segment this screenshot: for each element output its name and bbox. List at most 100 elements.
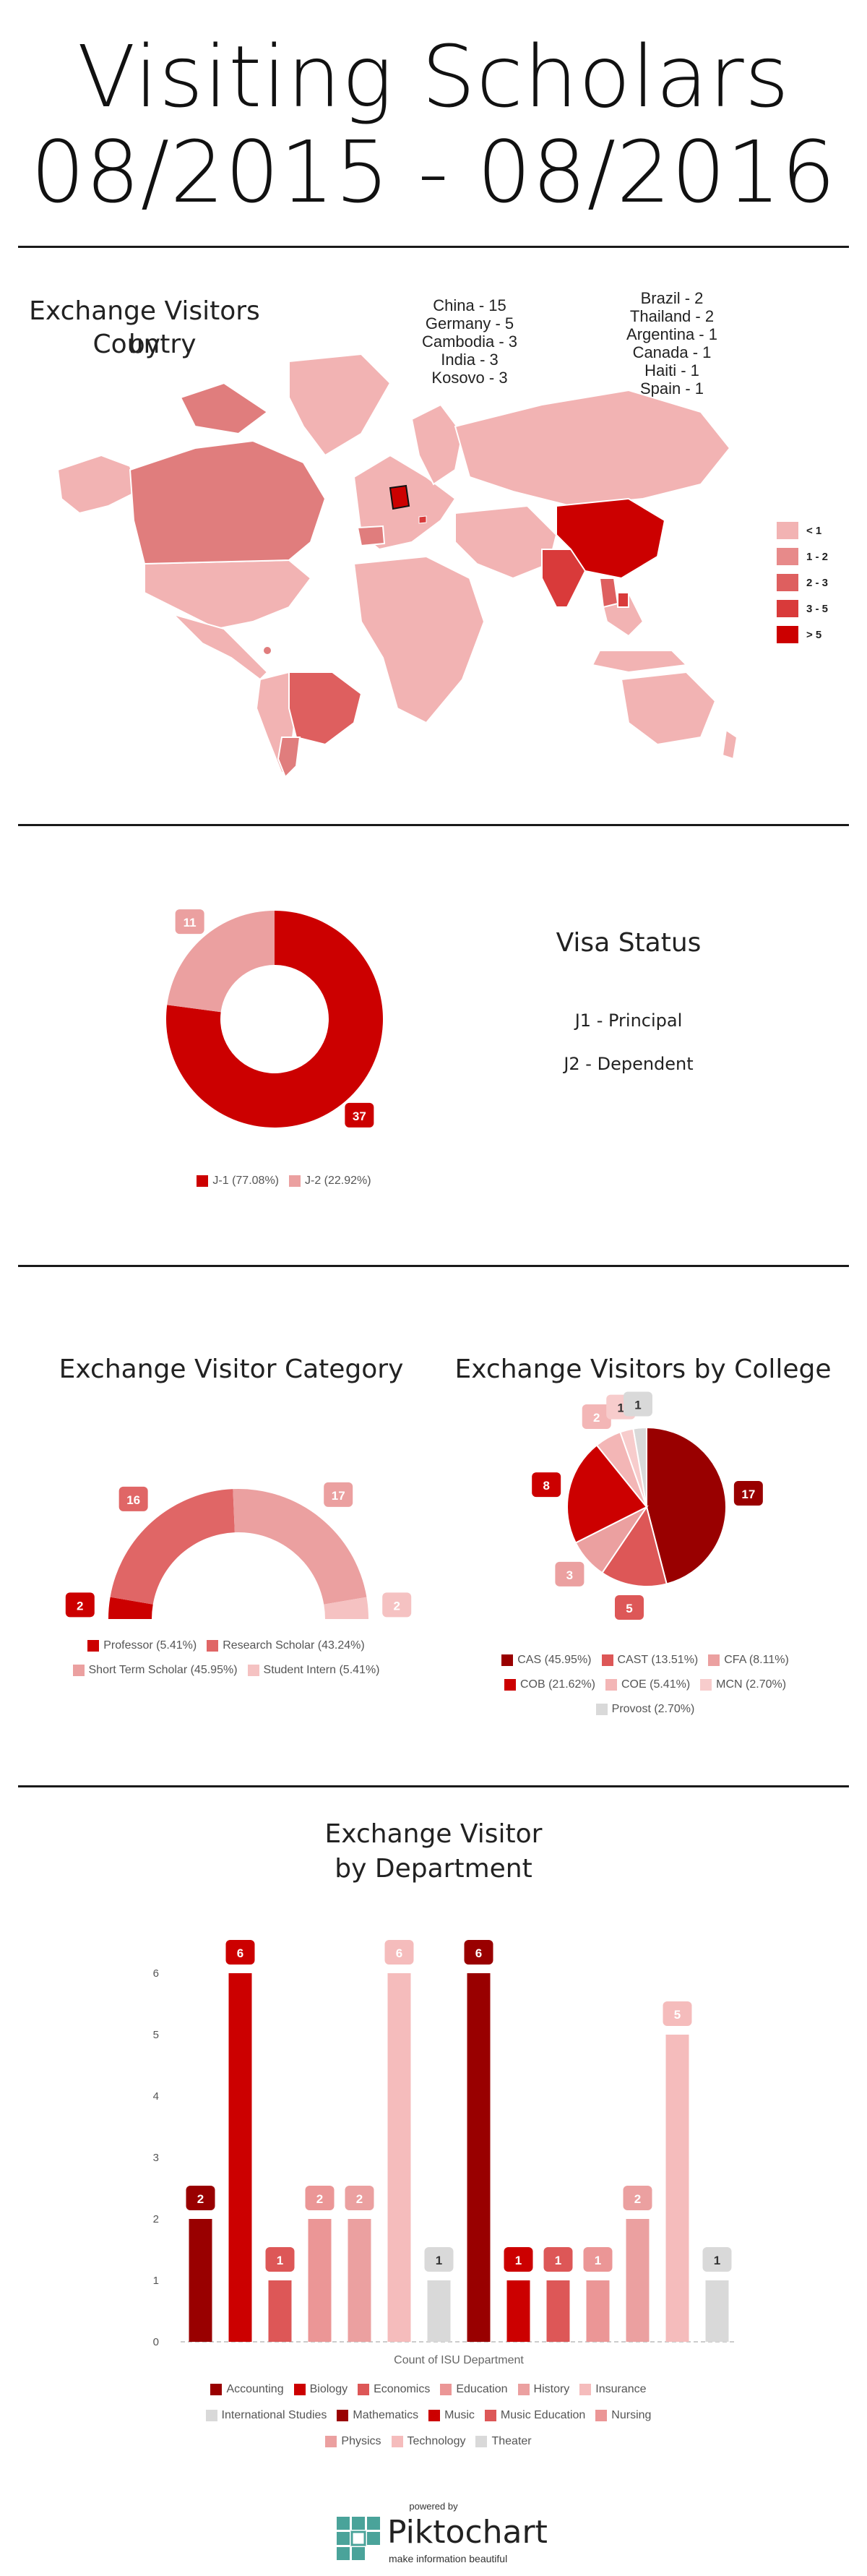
bar xyxy=(586,2280,610,2342)
map-cambodia xyxy=(617,592,629,608)
map-note-line: Canada - 1 xyxy=(632,343,712,361)
data-label-text: 5 xyxy=(674,2008,681,2022)
y-tick-label: 3 xyxy=(153,2152,159,2164)
map-note-line: Kosovo - 3 xyxy=(431,369,508,387)
data-label-text: 2 xyxy=(393,1599,400,1613)
visa-item-j1: J1 - Principal xyxy=(574,1010,683,1031)
legend-swatch xyxy=(484,2410,496,2421)
data-label: 17 xyxy=(733,1480,763,1506)
visa-slice xyxy=(167,911,275,1013)
legend-swatch xyxy=(197,1175,209,1187)
data-label: 2 xyxy=(382,1592,412,1618)
y-tick-label: 0 xyxy=(153,2336,159,2348)
data-label: 2 xyxy=(582,1404,611,1430)
data-label: 2 xyxy=(623,2186,652,2210)
data-label-text: 2 xyxy=(77,1599,83,1613)
map-germany xyxy=(389,484,410,510)
piktochart-logo xyxy=(337,2517,380,2560)
legend-label: CAS (45.95%) xyxy=(517,1654,592,1666)
map-title-line2: Country xyxy=(92,330,197,359)
x-axis-label: Count of ISU Department xyxy=(394,2354,524,2366)
data-label: 6 xyxy=(225,1940,255,1965)
data-label: 3 xyxy=(555,1561,585,1587)
legend-label: Short Term Scholar (45.95%) xyxy=(88,1664,238,1676)
legend-item: COB (21.62%) xyxy=(504,1674,595,1696)
legend-label: CAST (13.51%) xyxy=(617,1654,699,1666)
map-haiti xyxy=(264,647,271,654)
legend-swatch xyxy=(293,2384,306,2395)
legend-item: Education xyxy=(440,2378,508,2401)
legend-item: Music Education xyxy=(484,2404,585,2427)
bar xyxy=(705,2280,729,2342)
map-legend-swatch xyxy=(777,626,798,643)
legend-item: Professor (5.41%) xyxy=(87,1635,197,1657)
data-label-text: 8 xyxy=(543,1479,549,1493)
legend-item: International Studies xyxy=(205,2404,327,2427)
data-label: 2 xyxy=(65,1592,95,1618)
category-slice xyxy=(324,1597,368,1619)
legend-item: CAS (45.95%) xyxy=(501,1649,592,1671)
legend-swatch xyxy=(501,1654,514,1666)
data-label: 5 xyxy=(615,1594,644,1620)
data-label-text: 17 xyxy=(332,1489,345,1503)
map-legend-swatch xyxy=(777,600,798,617)
legend-label: Theater xyxy=(491,2435,532,2447)
data-label: 1 xyxy=(702,2247,732,2272)
map-note-line: Spain - 1 xyxy=(639,379,704,398)
data-label: 17 xyxy=(324,1482,353,1507)
data-label-text: 2 xyxy=(316,2192,323,2206)
legend-item: Research Scholar (43.24%) xyxy=(207,1635,365,1657)
visa-item-j2: J2 - Dependent xyxy=(564,1054,694,1074)
data-label-text: 1 xyxy=(436,2254,442,2267)
category-semicircle-chart: 2 16 17 2 xyxy=(65,1482,412,1619)
data-label-text: 6 xyxy=(396,1946,402,1960)
visa-legend: J-1 (77.08%) J-2 (22.92%) xyxy=(0,1175,722,1190)
legend-swatch xyxy=(337,2410,349,2421)
college-pie-chart: 17 5 3 8 2 1 1 xyxy=(532,1391,763,1620)
legend-label: J-1 (77.08%) xyxy=(212,1175,279,1187)
bar xyxy=(665,2035,689,2342)
bar xyxy=(427,2280,451,2342)
data-label-text: 1 xyxy=(617,1401,624,1415)
piktochart-wordmark: Piktochart xyxy=(387,2514,548,2551)
map-spain xyxy=(356,525,386,547)
data-label: 6 xyxy=(384,1940,414,1965)
legend-swatch xyxy=(289,1175,301,1187)
legend-item: J-1 (77.08%) xyxy=(197,1175,279,1188)
legend-label: COB (21.62%) xyxy=(519,1678,595,1691)
legend-swatch xyxy=(579,2384,592,2395)
data-label: 5 xyxy=(663,2001,692,2026)
data-label: 1 xyxy=(583,2247,613,2272)
legend-item: Provost (2.70%) xyxy=(595,1699,694,1720)
data-label-text: 2 xyxy=(634,2192,641,2206)
department-title-line2: by Department xyxy=(335,1854,532,1884)
data-label: 1 xyxy=(424,2247,454,2272)
map-note-line: Cambodia - 3 xyxy=(421,332,518,351)
bar xyxy=(308,2219,332,2342)
y-tick-label: 2 xyxy=(153,2213,159,2225)
divider xyxy=(18,246,849,248)
legend-label: CFA (8.11%) xyxy=(724,1654,789,1666)
category-slice xyxy=(233,1489,367,1605)
legend-label: MCN (2.70%) xyxy=(716,1678,787,1691)
map-legend-label: < 1 xyxy=(806,525,822,537)
college-slice xyxy=(566,1444,648,1544)
map-legend-label: 1 - 2 xyxy=(806,551,829,563)
main-title-line2: 08/2015 - 08/2016 xyxy=(30,122,837,222)
data-label: 2 xyxy=(345,2186,374,2210)
legend-label: Mathematics xyxy=(353,2409,419,2421)
legend-label: Student Intern (5.41%) xyxy=(263,1664,380,1676)
data-label-text: 6 xyxy=(237,1946,243,1960)
data-label-text: 2 xyxy=(593,1411,600,1425)
data-label-text: 1 xyxy=(595,2254,601,2267)
legend-item: Accounting xyxy=(210,2378,284,2401)
legend-swatch xyxy=(708,1654,720,1666)
data-label: 6 xyxy=(464,1940,493,1965)
data-label: 8 xyxy=(532,1472,561,1498)
map-legend-label: 3 - 5 xyxy=(806,603,829,615)
visa-slice xyxy=(166,911,384,1128)
legend-swatch xyxy=(87,1640,100,1652)
legend-swatch xyxy=(601,1654,613,1666)
map-note-line: Thailand - 2 xyxy=(629,307,715,325)
legend-swatch xyxy=(207,1640,219,1652)
